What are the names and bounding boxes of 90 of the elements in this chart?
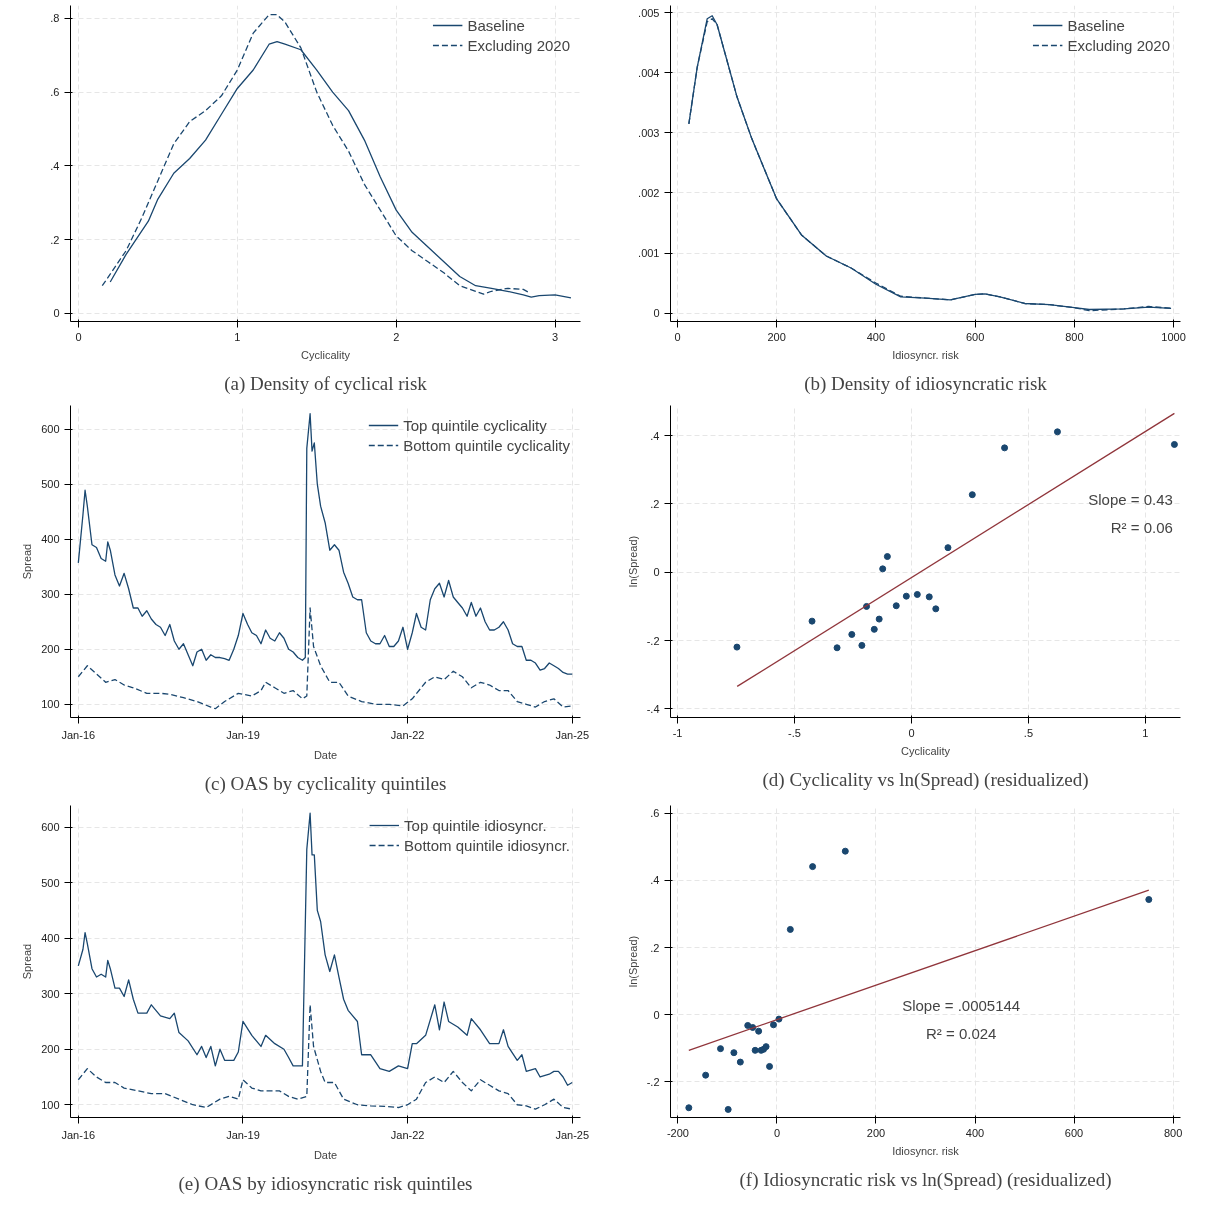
- x-tick-label: Jan-22: [390, 728, 425, 741]
- text: (d) Cyclicality vs ln(Spread) (residualized): [762, 768, 1089, 791]
- x-tick-label: -.5: [788, 726, 801, 739]
- x-tick-label: 600: [965, 330, 985, 343]
- legend-label: Baseline: [1067, 16, 1125, 34]
- y-tick-label: .2: [650, 941, 660, 954]
- x-tick-label: 1: [1142, 726, 1149, 739]
- y-tick-label: .003: [638, 126, 660, 139]
- annotation: Slope = 0.43: [1088, 490, 1173, 508]
- x-tick-label: 200: [866, 1126, 886, 1139]
- y-tick-label: 0: [653, 566, 660, 579]
- x-axis-title: Cyclicality: [301, 348, 351, 361]
- legend-label: Baseline: [467, 16, 525, 34]
- x-tick-label: 600: [1064, 1126, 1084, 1139]
- y-tick-label: 500: [41, 876, 60, 889]
- y-tick-label: 600: [41, 821, 60, 834]
- x-tick-label: -1: [672, 726, 683, 739]
- y-tick-label: .6: [650, 807, 660, 820]
- y-tick-label: 400: [41, 932, 60, 945]
- y-tick-label: .001: [638, 247, 660, 260]
- text: (e) OAS by idiosyncratic risk quintiles: [178, 1172, 473, 1195]
- y-tick-label: .002: [638, 186, 660, 199]
- y-axis-title: ln(Spread): [626, 535, 639, 588]
- x-tick-label: 400: [866, 330, 886, 343]
- y-tick-label: -.4: [646, 702, 660, 715]
- y-tick-label: 100: [41, 1098, 60, 1111]
- x-tick-label: Jan-19: [226, 728, 260, 741]
- legend-label: Top quintile idiosyncr.: [404, 816, 547, 834]
- y-tick-label: 300: [41, 588, 60, 601]
- x-tick-label: 0: [75, 330, 82, 343]
- x-tick-label: Jan-22: [390, 1128, 425, 1141]
- x-axis-title: Idiosyncr. risk: [892, 1144, 960, 1157]
- legend-label: Top quintile cyclicality: [403, 416, 547, 434]
- annotation: Slope = .0005144: [902, 996, 1021, 1014]
- y-tick-label: 600: [41, 423, 60, 436]
- x-tick-label: 1: [234, 330, 241, 343]
- text: (a) Density of cyclical risk: [224, 372, 428, 395]
- y-tick-label: 0: [653, 1008, 660, 1021]
- text: (b) Density of idiosyncratic risk: [804, 372, 1048, 395]
- x-tick-label: Jan-25: [555, 1128, 590, 1141]
- x-axis-title: Date: [313, 1148, 338, 1161]
- x-tick-label: 2: [393, 330, 400, 343]
- legend-label: Bottom quintile cyclicality: [403, 436, 570, 454]
- x-tick-label: Jan-16: [61, 1128, 96, 1141]
- y-tick-label: .4: [50, 159, 60, 172]
- x-tick-label: Jan-19: [226, 1128, 260, 1141]
- y-tick-label: .005: [638, 6, 660, 19]
- y-tick-label: .8: [50, 12, 60, 25]
- x-axis-title: Cyclicality: [901, 744, 951, 757]
- legend-label: Excluding 2020: [467, 36, 570, 54]
- x-tick-label: 800: [1163, 1126, 1183, 1139]
- y-tick-label: -.2: [646, 634, 660, 647]
- x-tick-label: 0: [674, 330, 681, 343]
- x-tick-label: Jan-16: [61, 728, 96, 741]
- y-tick-label: .4: [650, 874, 660, 887]
- legend-label: Bottom quintile idiosyncr.: [404, 836, 570, 854]
- x-tick-label: 800: [1065, 330, 1084, 343]
- x-tick-label: 1000: [1161, 330, 1186, 343]
- x-tick-label: Jan-25: [555, 728, 590, 741]
- y-tick-label: .2: [50, 233, 60, 246]
- x-tick-label: 0: [773, 1126, 781, 1139]
- x-tick-label: .5: [1023, 726, 1034, 739]
- x-tick-label: 3: [552, 330, 559, 343]
- y-tick-label: .004: [638, 66, 660, 79]
- y-tick-label: .6: [50, 86, 60, 99]
- y-tick-label: 500: [41, 478, 60, 491]
- x-axis-title: Idiosyncr. risk: [892, 348, 960, 361]
- x-tick-label: -200: [666, 1126, 689, 1139]
- legend-label: Excluding 2020: [1067, 36, 1170, 54]
- x-tick-label: 400: [965, 1126, 985, 1139]
- x-axis-title: Date: [313, 748, 338, 761]
- y-tick-label: 200: [41, 1043, 60, 1056]
- y-axis-title: Spread: [21, 543, 34, 580]
- y-tick-label: .4: [650, 429, 660, 442]
- y-tick-label: 100: [41, 698, 60, 711]
- y-tick-label: 0: [653, 307, 660, 320]
- y-axis-title: Spread: [21, 943, 34, 980]
- y-axis-title: ln(Spread): [626, 935, 639, 988]
- text: (c) OAS by cyclicality quintiles: [204, 772, 447, 795]
- annotation: R² = 0.024: [925, 1024, 997, 1042]
- y-tick-label: 400: [41, 533, 60, 546]
- y-tick-label: 300: [41, 987, 60, 1000]
- y-tick-label: 200: [41, 643, 60, 656]
- text: (f) Idiosyncratic risk vs ln(Spread) (residualized): [739, 1168, 1112, 1191]
- y-tick-label: 0: [53, 307, 60, 320]
- x-tick-label: 200: [767, 330, 786, 343]
- y-tick-label: .2: [650, 497, 660, 510]
- x-tick-label: 0: [908, 726, 915, 739]
- y-tick-label: -.2: [646, 1075, 660, 1088]
- annotation: R² = 0.06: [1110, 518, 1173, 536]
